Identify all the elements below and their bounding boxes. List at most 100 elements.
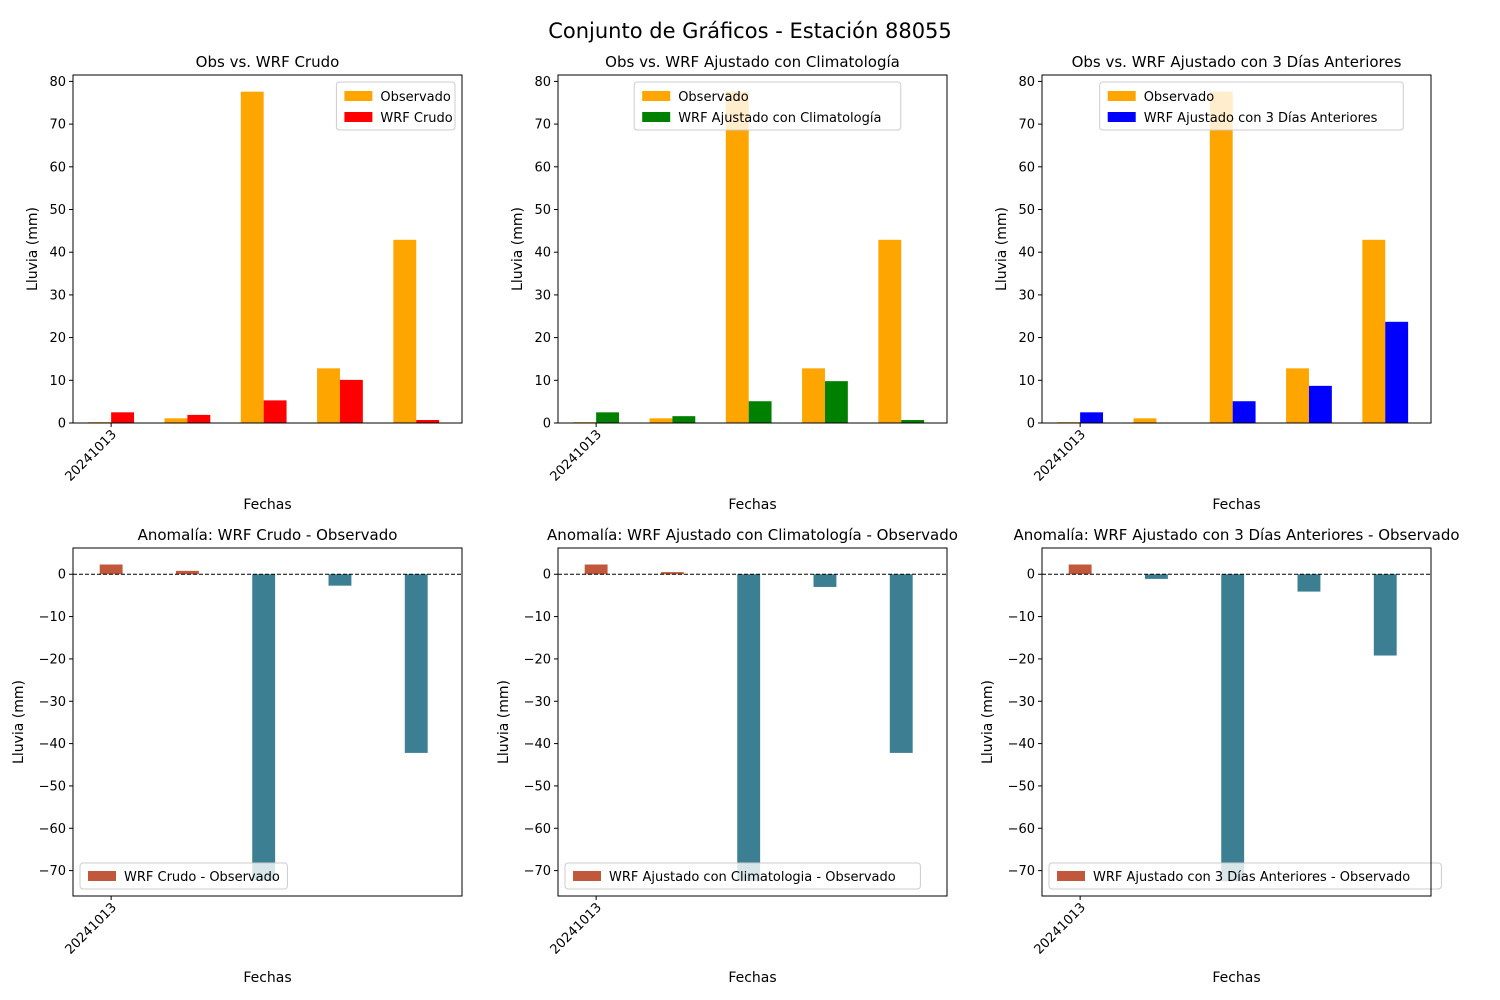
- bar-observado-3: [725, 91, 749, 423]
- bar-observado-3: [240, 91, 264, 423]
- y-tick-label: −40: [39, 737, 66, 752]
- y-tick-label: 20: [534, 331, 551, 346]
- chart-panel-6: Anomalía: WRF Ajustado con 3 Días Anteri…: [980, 526, 1460, 986]
- axes-frame: [1041, 547, 1432, 897]
- legend-swatch: [1107, 112, 1136, 122]
- y-tick-label: −30: [39, 695, 66, 710]
- chart-title: Obs vs. WRF Crudo: [196, 53, 340, 71]
- y-tick-label: 0: [58, 417, 66, 432]
- bar-observado-3: [1209, 91, 1233, 423]
- legend-label: WRF Ajustado con Climatología: [678, 111, 881, 126]
- y-tick-label: 30: [1018, 288, 1035, 303]
- y-tick-label: 0: [58, 568, 66, 583]
- y-tick-label: −40: [1008, 737, 1035, 752]
- y-tick-label: −30: [1008, 695, 1035, 710]
- legend-frame: [79, 862, 288, 890]
- x-axis-label: Fechas: [243, 497, 291, 513]
- y-tick-label: −60: [524, 822, 551, 837]
- y-tick-label: 20: [1018, 331, 1035, 346]
- y-tick-label: −50: [39, 779, 66, 794]
- y-tick-label: 40: [534, 246, 551, 261]
- y-tick-label: −20: [39, 652, 66, 667]
- chart-panel-4: Anomalía: WRF Crudo - Observado 0 −10 −20 −3…: [11, 526, 463, 986]
- y-tick-label: 0: [1027, 417, 1035, 432]
- y-tick-label: 70: [49, 118, 66, 133]
- chart-title: Anomalía: WRF Crudo - Observado: [138, 526, 398, 544]
- bar-wrf-4: [339, 379, 363, 423]
- anomaly-bar-5: [889, 574, 913, 753]
- legend-swatch: [344, 91, 373, 101]
- y-tick-label: 40: [1018, 246, 1035, 261]
- y-tick-label: 40: [49, 246, 66, 261]
- chart-panel-1: Obs vs. WRF Crudo 0 10 20 30 40 50 60 70 80 202410…: [25, 53, 463, 513]
- y-tick-label: −40: [524, 737, 551, 752]
- legend-frame: [1048, 862, 1442, 890]
- x-tick-label: 20241013: [63, 427, 120, 484]
- y-tick-label: −70: [524, 864, 551, 879]
- anomaly-bar-5: [404, 574, 428, 753]
- anomaly-bar-5: [1373, 574, 1397, 656]
- y-axis-label: Lluvia (mm): [980, 680, 996, 764]
- legend-swatch: [573, 871, 601, 881]
- x-axis-label: Fechas: [728, 970, 776, 986]
- legend: Observado WRF Ajustado con Climatología: [633, 81, 902, 131]
- y-tick-label: 50: [534, 203, 551, 218]
- y-tick-label: 50: [49, 203, 66, 218]
- y-tick-label: −30: [524, 695, 551, 710]
- bar-wrf-3: [748, 401, 772, 423]
- anomaly-bar-2: [660, 572, 684, 575]
- y-tick-label: 80: [534, 75, 551, 90]
- bar-observado-5: [878, 239, 902, 423]
- legend-swatch: [88, 871, 116, 881]
- y-axis-label: Lluvia (mm): [25, 207, 41, 291]
- anomaly-bar-3: [252, 574, 276, 881]
- y-tick-label: −70: [1008, 864, 1035, 879]
- y-tick-label: −10: [39, 610, 66, 625]
- y-tick-label: 60: [534, 160, 551, 175]
- bar-observado-5: [1362, 239, 1386, 423]
- y-tick-label: 80: [1018, 75, 1035, 90]
- legend-swatch: [642, 112, 671, 122]
- bar-observado-4: [802, 368, 825, 423]
- bar-observado-2: [649, 418, 673, 423]
- axes-frame: [72, 547, 463, 897]
- bar-observado-2: [164, 418, 188, 423]
- anomaly-bar-1: [1068, 564, 1092, 575]
- bar-wrf-4: [824, 381, 848, 423]
- bar-wrf-4: [1308, 385, 1332, 423]
- bar-wrf-5: [1385, 321, 1409, 423]
- y-tick-label: 60: [1018, 160, 1035, 175]
- x-axis-label: Fechas: [243, 970, 291, 986]
- bar-wrf-1: [111, 412, 135, 423]
- bar-wrf-1: [596, 412, 620, 423]
- y-tick-label: 60: [49, 160, 66, 175]
- legend: WRF Crudo - Observado: [79, 862, 288, 890]
- bar-wrf-3: [263, 400, 287, 423]
- legend-label: WRF Ajustado con 3 Días Anteriores: [1144, 111, 1378, 126]
- legend-label: WRF Crudo: [380, 111, 452, 126]
- chart-title: Anomalía: WRF Ajustado con Climatología …: [547, 526, 958, 544]
- bar-wrf-1: [1080, 412, 1104, 423]
- y-tick-label: 70: [534, 118, 551, 133]
- y-tick-label: 0: [543, 417, 551, 432]
- bar-wrf-5: [416, 420, 440, 423]
- legend: Observado WRF Crudo: [335, 81, 456, 131]
- bar-wrf-5: [901, 420, 925, 423]
- x-tick-label: 20241013: [63, 900, 120, 957]
- anomaly-bar-1: [99, 564, 123, 575]
- y-tick-label: 30: [534, 288, 551, 303]
- legend-frame: [564, 862, 921, 890]
- bar-observado-2: [1133, 418, 1157, 423]
- x-tick-label: 20241013: [1032, 900, 1089, 957]
- legend-label: WRF Ajustado con 3 Días Anteriores - Obs…: [1093, 870, 1410, 885]
- y-tick-label: 80: [49, 75, 66, 90]
- anomaly-bar-3: [1221, 574, 1245, 882]
- x-tick-label: 20241013: [548, 427, 605, 484]
- legend-label: Observado: [380, 90, 451, 105]
- legend-swatch: [1107, 91, 1136, 101]
- legend-swatch: [642, 91, 671, 101]
- axes-frame: [557, 74, 948, 424]
- legend: Observado WRF Ajustado con 3 Días Anterio…: [1099, 81, 1404, 131]
- anomaly-bar-2: [1144, 574, 1168, 579]
- chart-title: Obs vs. WRF Ajustado con Climatología: [605, 53, 900, 71]
